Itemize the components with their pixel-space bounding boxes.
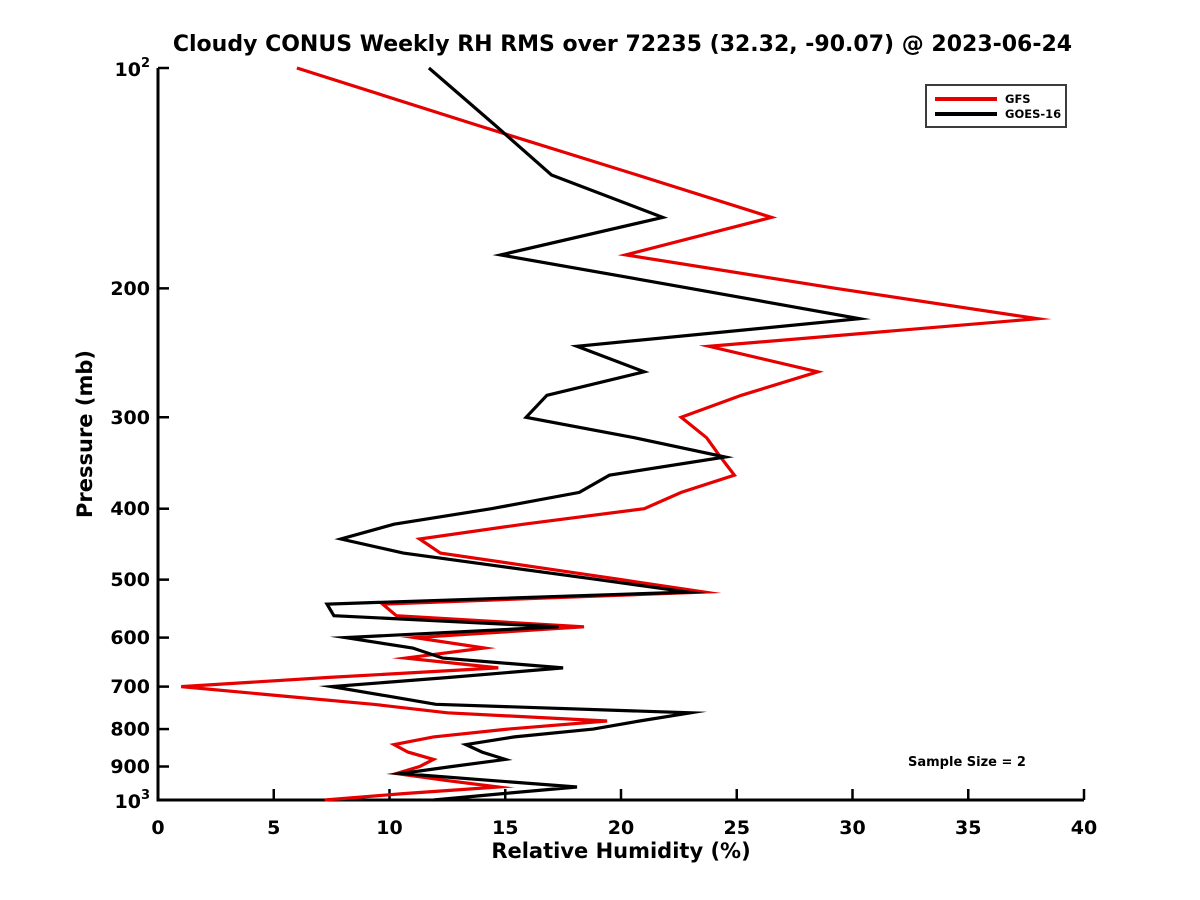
y-tick-label: 300 xyxy=(110,407,150,429)
x-tick-label: 35 xyxy=(955,817,981,839)
y-bottom-exponent-label: 103 xyxy=(115,788,151,813)
x-tick-label: 0 xyxy=(151,817,164,839)
goes-16-line-swatch xyxy=(935,111,997,116)
y-tick-label: 600 xyxy=(110,627,150,649)
y-tick-label: 700 xyxy=(110,676,150,698)
x-tick-label: 20 xyxy=(608,817,634,839)
x-tick-label: 30 xyxy=(839,817,865,839)
y-tick-label: 200 xyxy=(110,278,150,300)
legend-item-goes-16: GOES-16 xyxy=(935,106,1061,121)
x-tick-label: 5 xyxy=(267,817,280,839)
series-line-gfs xyxy=(181,66,1052,802)
legend-label-goes-16: GOES-16 xyxy=(1005,106,1062,121)
gfs-line-swatch xyxy=(935,96,997,101)
y-tick-label: 400 xyxy=(110,498,150,520)
x-tick-label: 25 xyxy=(724,817,750,839)
legend: GFS GOES-16 xyxy=(925,84,1067,128)
legend-label-gfs: GFS xyxy=(1005,91,1031,106)
x-tick-label: 40 xyxy=(1071,817,1097,839)
y-tick-label: 500 xyxy=(110,569,150,591)
sample-size-annotation: Sample Size = 2 xyxy=(908,755,1026,770)
legend-item-gfs: GFS xyxy=(935,91,1057,106)
x-tick-label: 15 xyxy=(492,817,518,839)
series-line-goes-16 xyxy=(318,66,872,802)
chart-title: Cloudy CONUS Weekly RH RMS over 72235 (3… xyxy=(172,32,1073,57)
y-tick-label: 800 xyxy=(110,719,150,741)
y-top-exponent-label: 102 xyxy=(115,56,151,81)
x-axis-label: Relative Humidity (%) xyxy=(491,839,751,863)
y-tick-label: 900 xyxy=(110,756,150,778)
x-tick-label: 10 xyxy=(376,817,402,839)
